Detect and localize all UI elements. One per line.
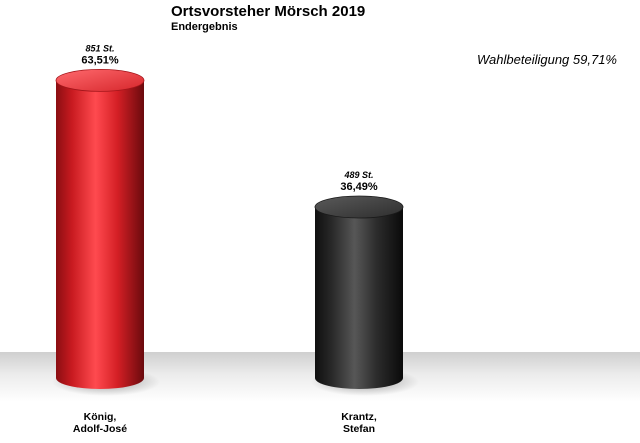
bar-body bbox=[56, 80, 144, 390]
bar-body bbox=[315, 207, 403, 389]
chart-subtitle: Endergebnis bbox=[171, 21, 238, 33]
bar-top bbox=[55, 69, 145, 92]
vote-label: 851 St. bbox=[85, 43, 114, 53]
bars-group: 851 St.63,51% König,Adolf-José 489 St.36,4… bbox=[52, 43, 419, 435]
bar-top bbox=[314, 195, 404, 219]
value-label: 36,49% bbox=[340, 181, 378, 193]
category-label: Adolf-José bbox=[73, 423, 127, 435]
category-label: Krantz, bbox=[341, 411, 377, 423]
chart-title: Ortsvorsteher Mörsch 2019 bbox=[171, 3, 365, 20]
bar bbox=[311, 195, 419, 396]
vote-label: 489 St. bbox=[343, 170, 373, 180]
turnout-annotation: Wahlbeteiligung 59,71% bbox=[477, 52, 617, 67]
value-label: 63,51% bbox=[81, 54, 119, 66]
category-label: König, bbox=[84, 411, 117, 423]
category-label: Stefan bbox=[343, 423, 375, 435]
bar bbox=[52, 69, 160, 396]
